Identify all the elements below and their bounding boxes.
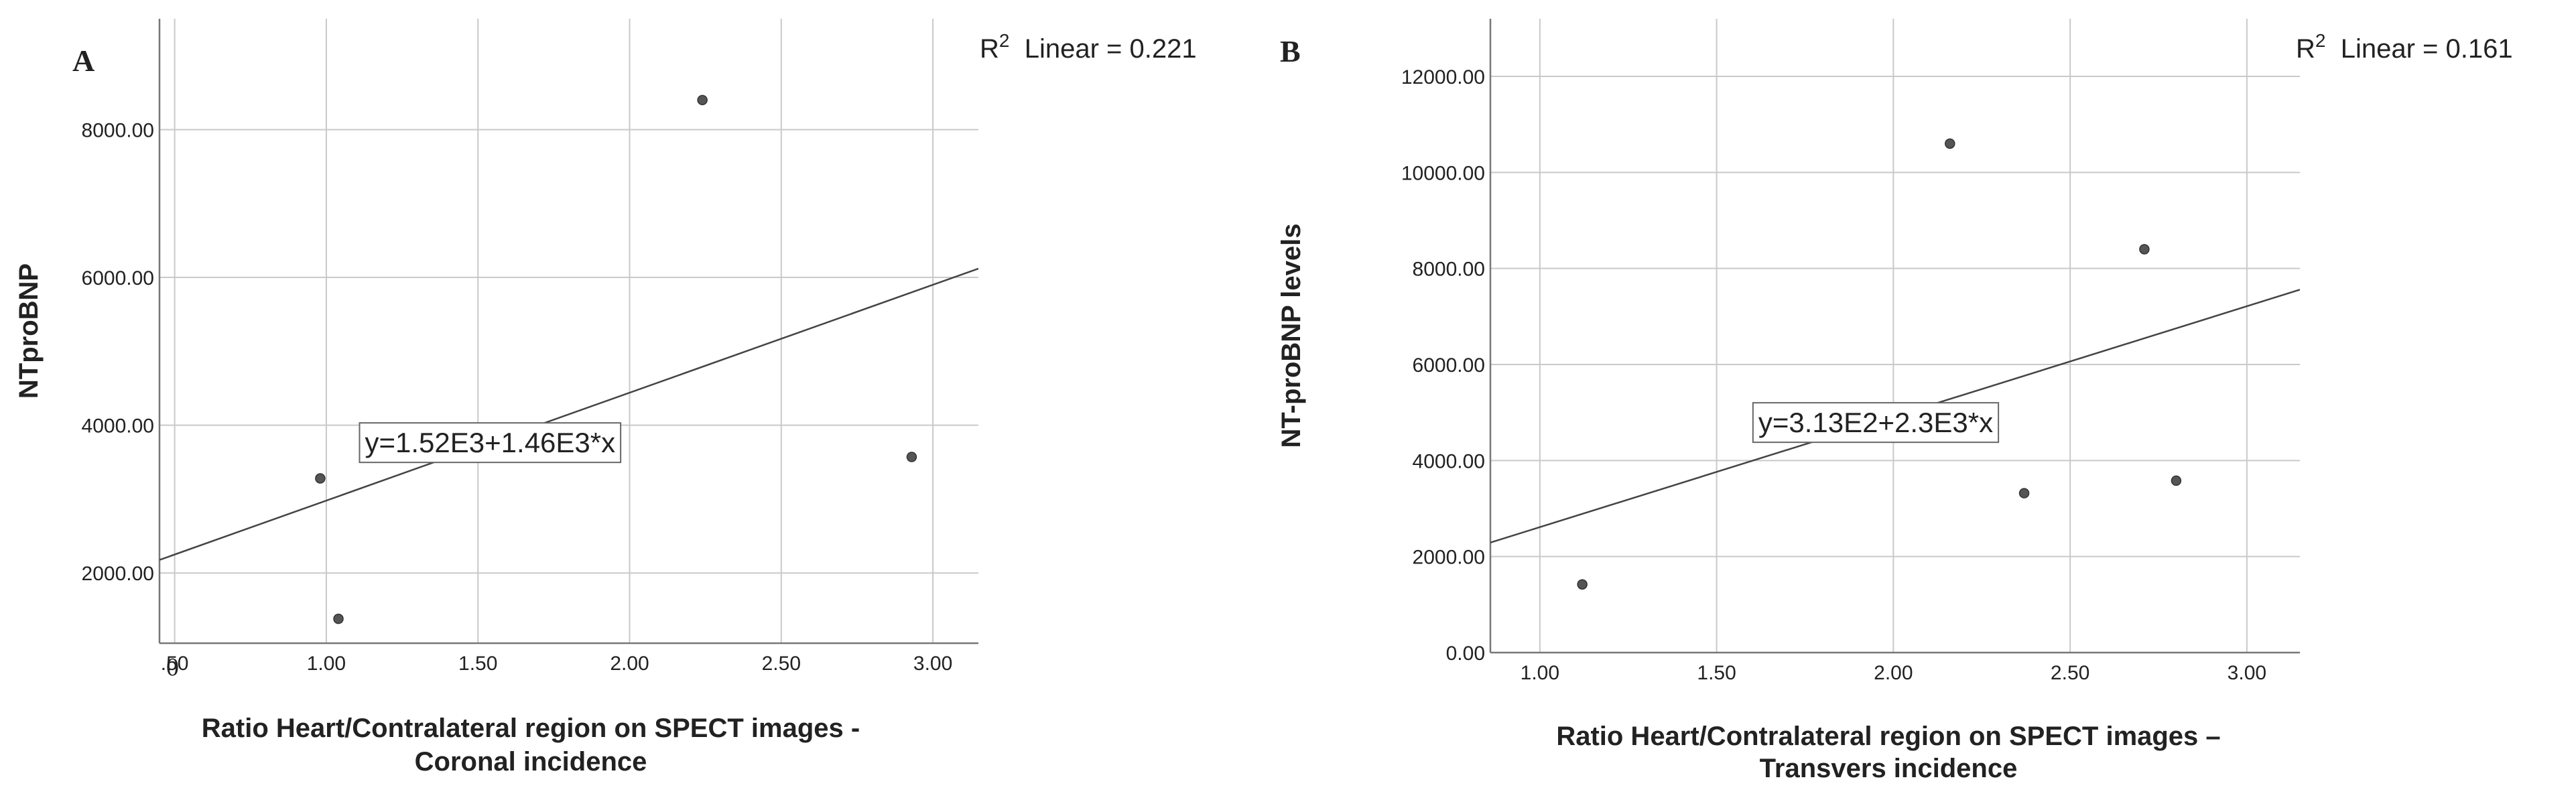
data-point xyxy=(2018,488,2030,498)
x-tick-label: 1.50 xyxy=(458,653,497,675)
chart-panel-b: 1.00 1.50 2.00 2.50 3.00 0.00 2000.00 4000.00 60… xyxy=(1277,19,2513,783)
y-axis-title: NTproBNP xyxy=(14,263,44,399)
data-point xyxy=(906,452,917,462)
data-point xyxy=(1577,579,1588,590)
r2-annotation: R2 Linear = 0.161 xyxy=(2296,30,2513,64)
x-axis-title-line1: Ratio Heart/Contralateral region on SPEC… xyxy=(1556,722,2220,751)
y-tick-label: 6000.00 xyxy=(82,267,154,289)
x-tick-label: 2.00 xyxy=(1874,662,1913,684)
x-tick-label: 3.00 xyxy=(913,653,952,675)
panel-label: B xyxy=(1280,34,1301,68)
equation-box xyxy=(1752,402,2000,444)
y-tick-label: 0.00 xyxy=(1446,643,1485,665)
chart-panel-a: .50 1.00 1.50 2.00 2.50 3.00 2000.00 4000.00 600… xyxy=(14,19,1197,777)
x-tick-label: 1.00 xyxy=(1521,662,1559,684)
x-tick-label: 1.00 xyxy=(307,653,346,675)
x-tick-label: 1.50 xyxy=(1697,662,1736,684)
y-tick-label: 8000.00 xyxy=(1413,259,1485,281)
x-tick-label: 2.50 xyxy=(762,653,801,675)
x-axis-title-line2: Transvers incidence xyxy=(1760,754,2018,783)
y-tick-label: 4000.00 xyxy=(82,415,154,438)
y-axis-title: NT-proBNP levels xyxy=(1277,224,1306,448)
data-point xyxy=(315,473,326,484)
fit-line xyxy=(159,267,978,561)
y-tick-label: 6000.00 xyxy=(1413,354,1485,377)
y-tick-label: 10000.00 xyxy=(1401,162,1485,184)
equation-label: y=1.52E3+1.46E3*x xyxy=(365,427,616,458)
y-tick-label: 8000.00 xyxy=(82,119,154,141)
data-point xyxy=(697,94,708,106)
y-tick-label: 12000.00 xyxy=(1401,66,1485,88)
x-axis-title-line2: Coronal incidence xyxy=(415,747,647,777)
origin-label: 0 xyxy=(166,653,179,681)
x-tick-label: 2.00 xyxy=(610,653,649,675)
equation-box xyxy=(359,422,622,464)
y-tick-label: 4000.00 xyxy=(1413,450,1485,472)
panel-label: A xyxy=(72,44,94,78)
y-tick-label: 2000.00 xyxy=(82,563,154,585)
r2-annotation: R2 Linear = 0.221 xyxy=(980,30,1197,64)
equation-label: y=3.13E2+2.3E3*x xyxy=(1758,407,1993,438)
x-axis-title-line1: Ratio Heart/Contralateral region on SPEC… xyxy=(202,714,860,743)
x-tick-label: 2.50 xyxy=(2051,662,2089,684)
data-point xyxy=(2171,475,2182,486)
x-tick-label: .50 xyxy=(161,653,189,675)
data-point xyxy=(333,613,344,624)
x-tick-label: 3.00 xyxy=(2228,662,2266,684)
data-point xyxy=(1945,138,1955,149)
y-tick-label: 2000.00 xyxy=(1413,547,1485,569)
data-point xyxy=(2139,244,2150,255)
